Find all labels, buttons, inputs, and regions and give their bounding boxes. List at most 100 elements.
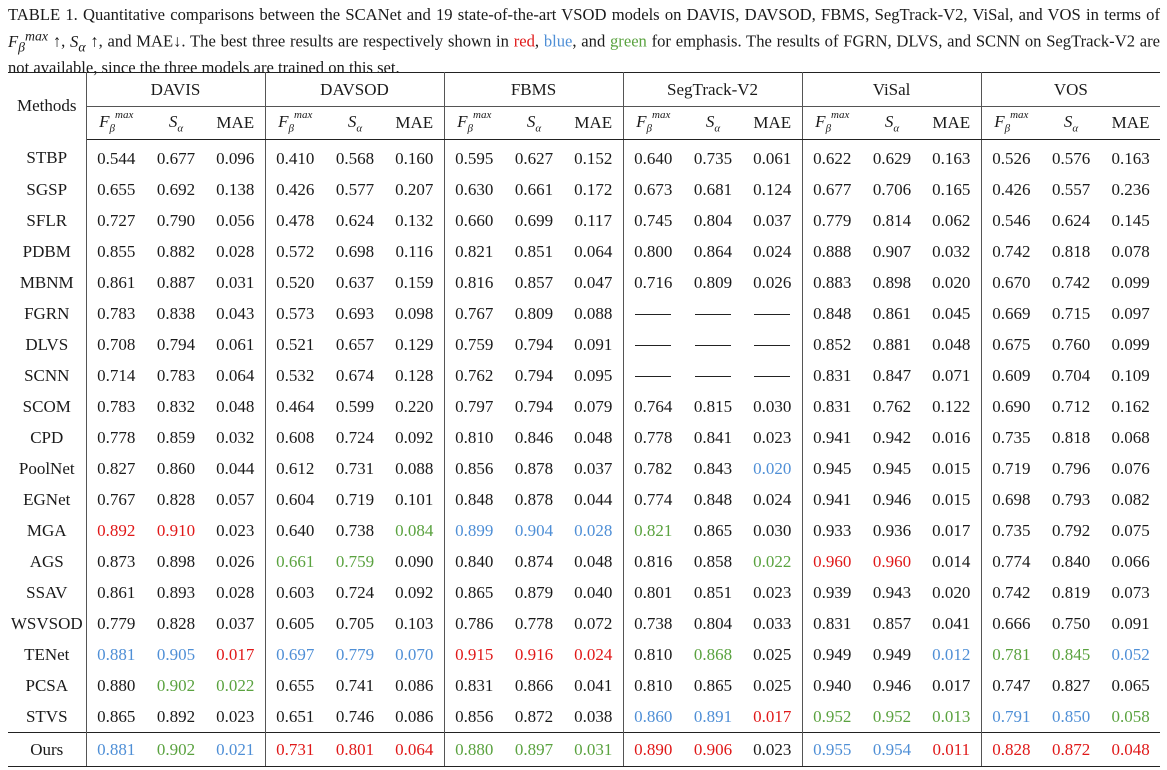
score-cell: 0.809: [514, 303, 554, 323]
score-cell: 0.677: [813, 179, 852, 199]
score-cell: 0.026: [743, 267, 803, 298]
caption-blue-word: blue: [543, 31, 573, 51]
score-cell: 0.778: [97, 427, 136, 447]
score-cell: 0.719: [992, 458, 1031, 478]
score-cell: 0.020: [922, 577, 982, 608]
score-cell: 0.084: [385, 515, 445, 546]
score-cell: 0.814: [872, 210, 912, 230]
score-cell: 0.666: [992, 613, 1031, 633]
score-cell: 0.640: [276, 520, 315, 540]
score-cell: 0.872: [514, 706, 554, 726]
score-cell: 0.865: [693, 675, 733, 695]
dataset-header: DAVSOD: [265, 72, 445, 107]
score-cell: 0.794: [514, 334, 554, 354]
table-row: FGRN 0.783 0.838 0.043 0.573 0.693 0.098 0.767 0…: [8, 298, 1160, 329]
metric-header-s-alpha: Sα: [862, 106, 923, 140]
score-cell: 0.043: [206, 298, 266, 329]
score-cell: 0.828: [156, 489, 196, 509]
score-cell: 0.076: [1111, 458, 1150, 478]
score-cell: 0.675: [992, 334, 1031, 354]
score-cell: 0.037: [564, 453, 624, 484]
score-cell: 0.878: [514, 458, 554, 478]
score-cell: 0.521: [276, 334, 315, 354]
score-cell: 0.767: [97, 489, 136, 509]
score-cell: [683, 329, 743, 360]
score-cell: 0.609: [992, 365, 1031, 385]
score-cell: 0.031: [206, 267, 266, 298]
metric-header-s-alpha: Sα: [146, 106, 206, 140]
score-cell: 0.079: [564, 391, 624, 422]
score-cell: 0.861: [97, 582, 136, 602]
score-cell: 0.742: [992, 582, 1031, 602]
score-cell: 0.568: [335, 148, 375, 168]
table-row: PoolNet 0.827 0.860 0.044 0.612 0.731 0.088 0.8…: [8, 453, 1160, 484]
score-cell: 0.816: [634, 551, 673, 571]
score-cell: 0.028: [564, 515, 624, 546]
score-cell: 0.012: [922, 639, 982, 670]
score-cell: 0.859: [156, 427, 196, 447]
metric-header-mae: MAE: [1101, 106, 1161, 140]
score-cell: 0.810: [634, 675, 673, 695]
score-cell: 0.048: [922, 329, 982, 360]
score-cell: 0.905: [156, 644, 196, 664]
score-cell: 0.794: [514, 365, 554, 385]
score-cell: 0.791: [992, 706, 1031, 726]
table-row: SGSP 0.655 0.692 0.138 0.426 0.577 0.207 0.630 0…: [8, 174, 1160, 205]
method-name: DLVS: [8, 329, 87, 360]
score-cell: 0.577: [335, 179, 375, 199]
table-caption: TABLE 1. Quantitative comparisons betwee…: [8, 5, 1160, 77]
score-cell: 0.576: [1051, 148, 1091, 168]
not-available-dash: [695, 376, 732, 378]
method-name: MBNM: [8, 267, 87, 298]
score-cell: 0.852: [813, 334, 852, 354]
score-cell: 0.782: [634, 458, 673, 478]
score-cell: 0.904: [514, 520, 554, 540]
score-cell: 0.855: [97, 241, 136, 261]
caption-text-1: TABLE 1. Quantitative comparisons betwee…: [8, 5, 1160, 24]
score-cell: 0.778: [634, 427, 673, 447]
score-cell: 0.797: [455, 396, 494, 416]
metric-header-s-alpha: Sα: [683, 106, 744, 140]
table-row: SFLR 0.727 0.790 0.056 0.478 0.624 0.132 0.660 0…: [8, 205, 1160, 236]
score-cell: 0.627: [514, 148, 554, 168]
score-cell: 0.887: [156, 272, 196, 292]
score-cell: 0.848: [813, 303, 852, 323]
score-cell: 0.124: [743, 174, 803, 205]
score-cell: 0.064: [206, 360, 266, 391]
score-cell: 0.942: [872, 427, 912, 447]
score-cell: 0.838: [156, 303, 196, 323]
metric-header-mae: MAE: [922, 106, 982, 140]
score-cell: 0.865: [97, 706, 136, 726]
score-cell: [623, 329, 683, 360]
method-name: AGS: [8, 546, 87, 577]
score-cell: 0.162: [1111, 396, 1150, 416]
score-cell: 0.024: [743, 484, 803, 515]
score-cell: 0.899: [455, 520, 494, 540]
table-row: CPD 0.778 0.859 0.032 0.608 0.724 0.092 0.810 0.…: [8, 422, 1160, 453]
score-cell: 0.138: [206, 174, 266, 205]
score-cell: 0.864: [693, 241, 733, 261]
score-cell: 0.673: [634, 179, 673, 199]
score-cell: 0.810: [634, 644, 673, 664]
not-available-dash: [695, 314, 732, 316]
score-cell: 0.017: [922, 515, 982, 546]
metric-header-s-alpha: Sα: [325, 106, 385, 140]
score-cell: 0.946: [872, 489, 912, 509]
score-cell: 0.410: [276, 148, 315, 168]
score-cell: 0.778: [514, 613, 554, 633]
dataset-header: DAVIS: [86, 72, 266, 107]
score-cell: 0.128: [385, 360, 445, 391]
score-cell: 0.882: [156, 241, 196, 261]
score-cell: 0.910: [156, 520, 196, 540]
table-row: STBP 0.544 0.677 0.096 0.410 0.568 0.160 0.595 0…: [8, 139, 1160, 174]
score-cell: 0.030: [743, 391, 803, 422]
score-cell: 0.024: [743, 236, 803, 267]
score-cell: 0.692: [156, 179, 196, 199]
score-cell: 0.804: [693, 613, 733, 633]
score-cell: 0.573: [276, 303, 315, 323]
score-cell: 0.116: [385, 236, 445, 267]
score-cell: 0.086: [385, 701, 445, 733]
dataset-header: FBMS: [444, 72, 624, 107]
score-cell: [683, 360, 743, 391]
score-cell: 0.704: [1051, 365, 1091, 385]
